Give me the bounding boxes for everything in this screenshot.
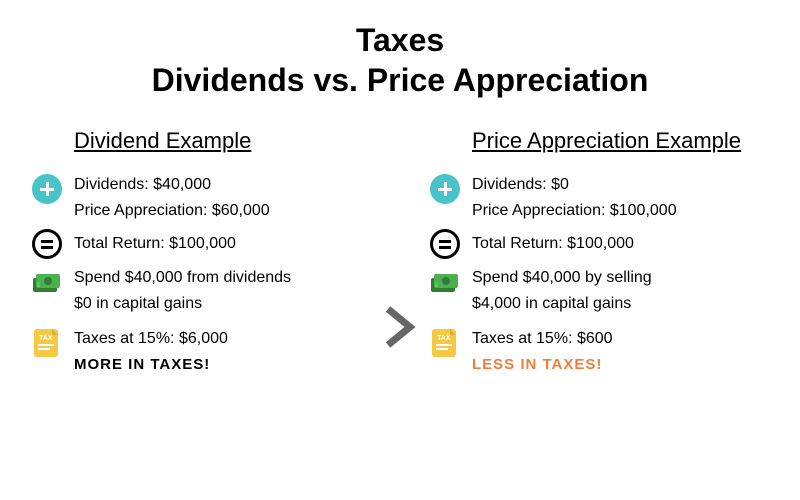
equals-icon: [428, 227, 462, 261]
cash-icon: [428, 265, 462, 299]
comparison-columns: Dividend Example Dividends: $40,000 Pric…: [30, 128, 770, 377]
left-spend1: Spend $40,000 from dividends: [74, 265, 291, 289]
right-conclusion: LESS IN TAXES!: [472, 356, 613, 373]
tax-icon: TAX: [428, 326, 462, 360]
right-spend1: Spend $40,000 by selling: [472, 265, 652, 289]
right-spend2: $4,000 in capital gains: [472, 291, 652, 315]
right-dividends: Dividends: $0: [472, 172, 677, 196]
title-line1: Taxes: [30, 20, 770, 60]
equals-icon: [30, 227, 64, 261]
right-total: Total Return: $100,000: [472, 227, 634, 255]
right-appreciation: Price Appreciation: $100,000: [472, 198, 677, 222]
dividend-heading: Dividend Example: [74, 128, 372, 154]
cash-icon: [30, 265, 64, 299]
left-appreciation: Price Appreciation: $60,000: [74, 198, 270, 222]
plus-icon: [30, 172, 64, 206]
dividend-column: Dividend Example Dividends: $40,000 Pric…: [30, 128, 372, 377]
page-title: Taxes Dividends vs. Price Appreciation: [30, 20, 770, 100]
left-taxes: Taxes at 15%: $6,000: [74, 326, 228, 350]
appreciation-column: Price Appreciation Example Dividends: $0…: [428, 128, 770, 377]
plus-icon: [428, 172, 462, 206]
right-taxes: Taxes at 15%: $600: [472, 326, 613, 350]
svg-text:TAX: TAX: [39, 335, 53, 342]
left-dividends: Dividends: $40,000: [74, 172, 270, 196]
title-line2: Dividends vs. Price Appreciation: [30, 60, 770, 100]
svg-text:TAX: TAX: [437, 335, 451, 342]
left-spend2: $0 in capital gains: [74, 291, 291, 315]
tax-icon: TAX: [30, 326, 64, 360]
greater-than-icon: [380, 305, 420, 349]
left-total: Total Return: $100,000: [74, 227, 236, 255]
left-conclusion: MORE IN TAXES!: [74, 356, 228, 373]
appreciation-heading: Price Appreciation Example: [472, 128, 770, 154]
